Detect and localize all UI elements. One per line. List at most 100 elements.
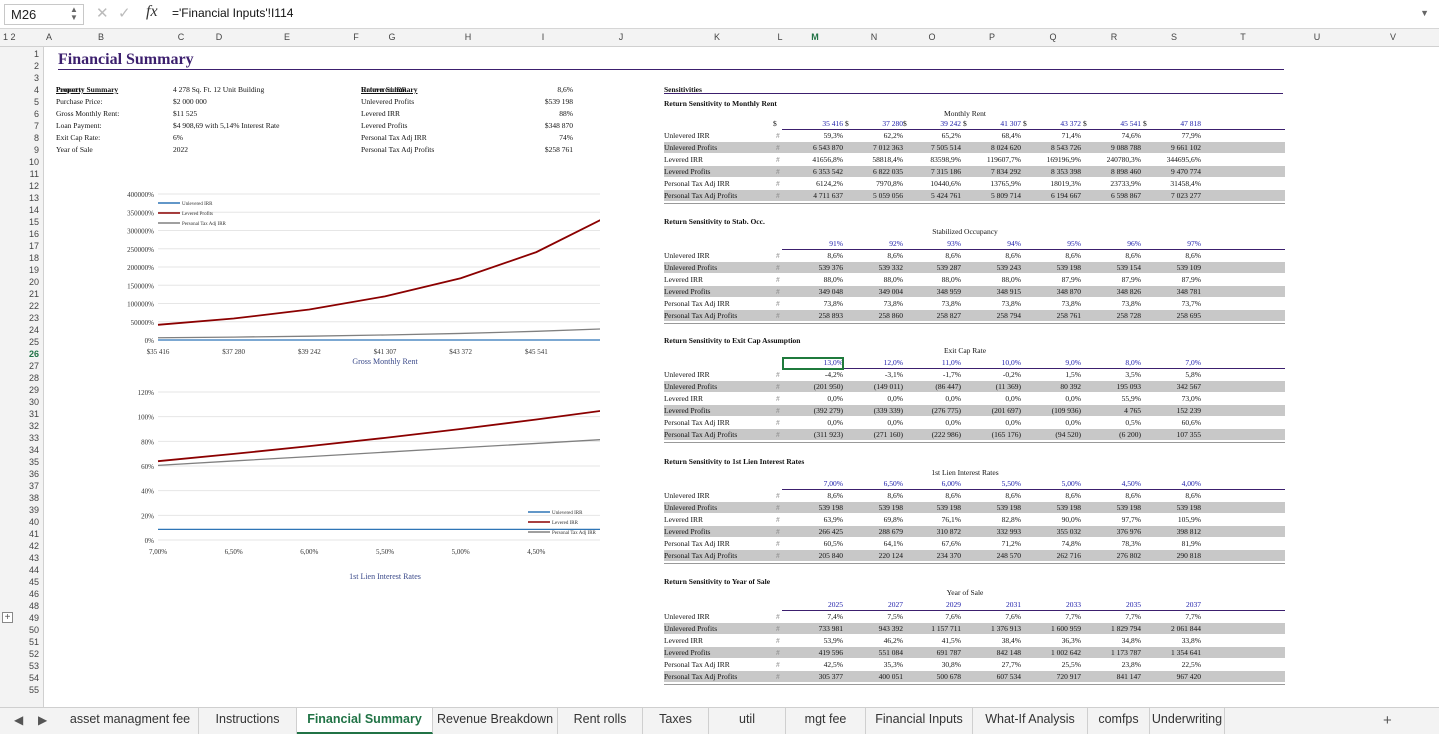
sensitivity-cell[interactable]: 258 695 — [1176, 311, 1201, 320]
sensitivity-cell[interactable]: 8,6% — [887, 491, 903, 500]
sensitivity-cell[interactable]: (222 986) — [931, 430, 961, 439]
sensitivity-cell[interactable]: 6 598 867 — [1111, 191, 1141, 200]
sensitivity-cell[interactable]: 74,8% — [1061, 539, 1081, 548]
sensitivity-cell[interactable]: 0,0% — [1005, 418, 1021, 427]
sensitivity-cell[interactable]: 38,4% — [1001, 636, 1021, 645]
sensitivity-cell[interactable]: 5 809 714 — [991, 191, 1021, 200]
column-header-Q[interactable]: Q — [1049, 32, 1057, 42]
sensitivity-cell[interactable]: 539 198 — [818, 503, 843, 512]
row-header-6[interactable]: 6 — [33, 109, 39, 119]
sensitivity-cell[interactable]: 1 157 711 — [931, 624, 961, 633]
sensitivity-cell[interactable]: 7 834 292 — [991, 167, 1021, 176]
sensitivity-cell[interactable]: 4 765 — [1124, 406, 1141, 415]
sensitivity-cell[interactable]: 169196,9% — [1046, 155, 1081, 164]
sensitivity-cell[interactable]: 355 032 — [1056, 527, 1081, 536]
sensitivity-cell[interactable]: 68,4% — [1001, 131, 1021, 140]
column-header-A[interactable]: A — [45, 32, 53, 42]
row-header-45[interactable]: 45 — [28, 577, 39, 587]
sensitivity-cell[interactable]: 0,5% — [1125, 418, 1141, 427]
row-header-50[interactable]: 50 — [28, 625, 39, 635]
sensitivity-cell[interactable]: 105,9% — [1177, 515, 1201, 524]
sensitivity-cell[interactable]: 8,6% — [945, 491, 961, 500]
row-header-46[interactable]: 46 — [28, 589, 39, 599]
sensitivity-cell[interactable]: 8 898 460 — [1111, 167, 1141, 176]
sensitivity-cell[interactable]: 65,2% — [941, 131, 961, 140]
sensitivity-cell[interactable]: 30,8% — [941, 660, 961, 669]
sensitivity-cell[interactable]: (201 697) — [991, 406, 1021, 415]
sensitivity-cell[interactable]: 733 981 — [818, 624, 843, 633]
sensitivity-cell[interactable]: (276 775) — [931, 406, 961, 415]
column-header-V[interactable]: V — [1389, 32, 1397, 42]
sensitivity-cell[interactable]: 344695,6% — [1166, 155, 1201, 164]
sensitivity-cell[interactable]: 25,5% — [1061, 660, 1081, 669]
column-header-B[interactable]: B — [97, 32, 105, 42]
row-header-41[interactable]: 41 — [28, 529, 39, 539]
sheet-tab-rent-rolls[interactable]: Rent rolls — [558, 708, 643, 734]
sensitivity-cell[interactable]: 55,9% — [1121, 394, 1141, 403]
sensitivity-cell[interactable]: 88,0% — [823, 275, 843, 284]
sensitivity-cell[interactable]: 67,6% — [941, 539, 961, 548]
column-header-I[interactable]: I — [541, 32, 545, 42]
add-sheet-icon[interactable]: + — [1383, 712, 1392, 729]
sensitivity-cell[interactable]: 0,0% — [1005, 394, 1021, 403]
row-header-33[interactable]: 33 — [28, 433, 39, 443]
sensitivity-cell[interactable]: 539 198 — [1176, 503, 1201, 512]
sensitivity-cell[interactable]: 8,6% — [827, 251, 843, 260]
sensitivity-cell[interactable]: 0,0% — [945, 418, 961, 427]
sensitivity-cell[interactable]: 31458,4% — [1170, 179, 1201, 188]
sheet-tab-revenue-breakdown[interactable]: Revenue Breakdown — [433, 708, 558, 734]
sensitivity-cell[interactable]: 34,8% — [1121, 636, 1141, 645]
sensitivity-cell[interactable]: 73,8% — [1001, 299, 1021, 308]
row-header-31[interactable]: 31 — [28, 409, 39, 419]
sensitivity-cell[interactable]: 152 239 — [1176, 406, 1201, 415]
sensitivity-cell[interactable]: 73,0% — [1181, 394, 1201, 403]
sheet-tab-instructions[interactable]: Instructions — [199, 708, 297, 734]
sensitivity-cell[interactable]: 33,8% — [1181, 636, 1201, 645]
row-header-20[interactable]: 20 — [28, 277, 39, 287]
row-header-22[interactable]: 22 — [28, 301, 39, 311]
sheet-tab-util[interactable]: util — [709, 708, 786, 734]
sensitivity-cell[interactable]: 348 781 — [1176, 287, 1201, 296]
sensitivity-cell[interactable]: (201 950) — [813, 382, 843, 391]
sensitivity-cell[interactable]: 9 661 102 — [1171, 143, 1201, 152]
sensitivity-cell[interactable]: 1 002 642 — [1051, 648, 1081, 657]
sensitivity-cell[interactable]: 539 243 — [996, 263, 1021, 272]
column-header-D[interactable]: D — [215, 32, 223, 42]
sensitivity-cell[interactable]: 60,6% — [1181, 418, 1201, 427]
row-header-49[interactable]: 49 — [28, 613, 39, 623]
sheet-tab-mgt-fee[interactable]: mgt fee — [786, 708, 866, 734]
sensitivity-cell[interactable]: 539 376 — [818, 263, 843, 272]
sensitivity-cell[interactable]: 539 109 — [1176, 263, 1201, 272]
row-header-3[interactable]: 3 — [33, 73, 39, 83]
sensitivity-cell[interactable]: 3,5% — [1125, 370, 1141, 379]
sensitivity-cell[interactable]: -4,2% — [824, 370, 843, 379]
row-header-44[interactable]: 44 — [28, 565, 39, 575]
column-header-S[interactable]: S — [1170, 32, 1178, 42]
sensitivity-cell[interactable]: 13765,9% — [990, 179, 1021, 188]
sensitivity-cell[interactable]: 69,8% — [883, 515, 903, 524]
row-header-54[interactable]: 54 — [28, 673, 39, 683]
sensitivity-cell[interactable]: (339 339) — [873, 406, 903, 415]
row-header-26[interactable]: 26 — [28, 349, 39, 359]
row-header-23[interactable]: 23 — [28, 313, 39, 323]
sensitivity-cell[interactable]: 64,1% — [883, 539, 903, 548]
sensitivity-cell[interactable]: 0,0% — [1065, 394, 1081, 403]
sensitivity-cell[interactable]: 9 088 788 — [1111, 143, 1141, 152]
sensitivity-cell[interactable]: (271 160) — [873, 430, 903, 439]
sensitivity-cell[interactable]: 46,2% — [883, 636, 903, 645]
column-header-O[interactable]: O — [928, 32, 936, 42]
formula-input[interactable]: ='Financial Inputs'!I114 — [172, 6, 294, 20]
row-header-55[interactable]: 55 — [28, 685, 39, 695]
sensitivity-cell[interactable]: 720 917 — [1056, 672, 1081, 681]
sensitivity-cell[interactable]: 1 354 641 — [1171, 648, 1201, 657]
sensitivity-cell[interactable]: 262 716 — [1056, 551, 1081, 560]
tab-scroll-left-icon[interactable]: ◀ — [14, 713, 24, 727]
function-icon[interactable]: fx — [146, 3, 158, 20]
sensitivity-cell[interactable]: 8,6% — [1125, 491, 1141, 500]
sensitivity-cell[interactable]: 8,6% — [827, 491, 843, 500]
sensitivity-cell[interactable]: 1 376 913 — [991, 624, 1021, 633]
sensitivity-cell[interactable]: 41656,8% — [812, 155, 843, 164]
cancel-icon[interactable]: ✕ — [96, 5, 109, 22]
sensitivity-cell[interactable]: 71,4% — [1061, 131, 1081, 140]
sensitivity-cell[interactable]: (165 176) — [991, 430, 1021, 439]
